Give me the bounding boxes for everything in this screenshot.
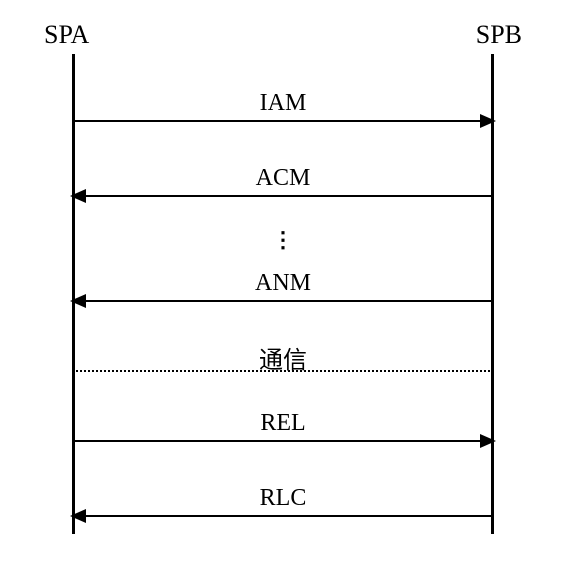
message-acm: ACM: [72, 195, 494, 225]
message-line: [74, 440, 492, 442]
arrow-left-icon: [70, 189, 86, 203]
sequence-diagram: SPA SPB IAM ACM ⋮ ANM 通信 REL RLC: [50, 20, 516, 540]
message-label: IAM: [72, 90, 494, 117]
message-comm: 通信: [72, 370, 494, 400]
message-label: RLC: [72, 485, 494, 512]
actor-right-label: SPB: [476, 20, 522, 50]
message-rel: REL: [72, 440, 494, 470]
message-rlc: RLC: [72, 515, 494, 545]
message-label: ANM: [72, 270, 494, 297]
message-anm: ANM: [72, 300, 494, 330]
arrow-right-icon: [480, 434, 496, 448]
message-iam: IAM: [72, 120, 494, 150]
message-line: [74, 120, 492, 122]
actor-left-label: SPA: [44, 20, 89, 50]
ellipsis-icon: ⋮: [50, 227, 516, 253]
arrow-left-icon: [70, 294, 86, 308]
arrow-left-icon: [70, 509, 86, 523]
message-label: ACM: [72, 165, 494, 192]
arrow-right-icon: [480, 114, 496, 128]
message-line: [74, 515, 492, 517]
message-line: [74, 195, 492, 197]
message-line: [74, 300, 492, 302]
message-label: REL: [72, 410, 494, 437]
message-label: 通信: [72, 340, 494, 375]
